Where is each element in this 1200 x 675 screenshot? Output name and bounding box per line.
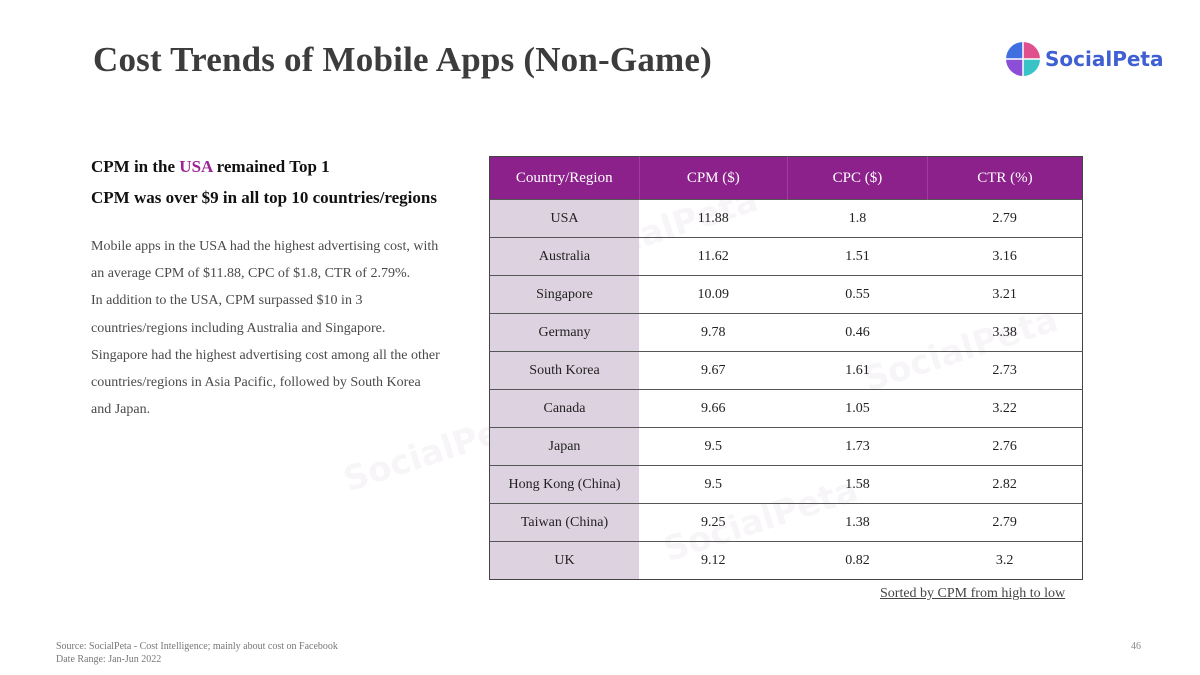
cell-country: Germany: [489, 313, 639, 352]
cell-country: Australia: [489, 237, 639, 276]
cell-cpc: 1.51: [787, 237, 928, 276]
table-row: Australia 11.62 1.51 3.16: [489, 237, 1083, 276]
date-range-line: Date Range: Jan-Jun 2022: [56, 654, 162, 665]
table-row: Japan 9.5 1.73 2.76: [489, 427, 1083, 466]
cell-ctr: 2.73: [927, 351, 1083, 390]
header-ctr: CTR (%): [926, 156, 1083, 200]
cell-cpc: 0.55: [787, 275, 928, 314]
cell-ctr: 2.76: [927, 427, 1083, 466]
cell-country: UK: [489, 541, 639, 580]
cell-country: Taiwan (China): [489, 503, 639, 542]
headline-suffix: remained Top 1: [212, 157, 330, 176]
cell-ctr: 3.22: [927, 389, 1083, 428]
socialpeta-logo-icon: [1006, 42, 1040, 76]
cell-ctr: 3.38: [927, 313, 1083, 352]
cell-country: Singapore: [489, 275, 639, 314]
cell-cpc: 1.58: [787, 465, 928, 504]
headline-prefix: CPM in the: [91, 157, 180, 176]
body-paragraphs: Mobile apps in the USA had the highest a…: [91, 233, 441, 423]
cell-cpm: 9.67: [639, 351, 788, 390]
cell-cpm: 11.88: [639, 199, 788, 238]
cell-ctr: 2.82: [927, 465, 1083, 504]
cell-cpm: 9.5: [639, 465, 788, 504]
table-row: Taiwan (China) 9.25 1.38 2.79: [489, 503, 1083, 542]
cell-cpc: 1.61: [787, 351, 928, 390]
header-cpm: CPM ($): [638, 156, 788, 200]
table-row: USA 11.88 1.8 2.79: [489, 199, 1083, 238]
cell-cpc: 1.05: [787, 389, 928, 428]
cell-ctr: 2.79: [927, 199, 1083, 238]
cell-cpm: 9.25: [639, 503, 788, 542]
cell-cpm: 9.12: [639, 541, 788, 580]
cell-ctr: 3.16: [927, 237, 1083, 276]
brand-logo: SocialPeta: [1005, 41, 1164, 77]
table-row: Canada 9.66 1.05 3.22: [489, 389, 1083, 428]
headline-cpm-over-9: CPM was over $9 in all top 10 countries/…: [91, 188, 437, 207]
table-row: UK 9.12 0.82 3.2: [489, 541, 1083, 580]
body-paragraph: In addition to the USA, CPM surpassed $1…: [91, 293, 440, 418]
cell-country: Canada: [489, 389, 639, 428]
cell-country: Japan: [489, 427, 639, 466]
slide-title: Cost Trends of Mobile Apps (Non-Game): [93, 40, 712, 79]
cost-table: Country/Region CPM ($) CPC ($) CTR (%) U…: [489, 156, 1083, 580]
body-paragraph: Mobile apps in the USA had the highest a…: [91, 239, 439, 282]
headline-accent: USA: [179, 157, 213, 176]
cell-cpc: 1.38: [787, 503, 928, 542]
cell-cpm: 9.78: [639, 313, 788, 352]
sort-note: Sorted by CPM from high to low: [880, 586, 1066, 601]
headline-usa-top: CPM in the USA remained Top 1: [91, 157, 330, 177]
cell-cpm: 9.66: [639, 389, 788, 428]
table-row: Germany 9.78 0.46 3.38: [489, 313, 1083, 352]
logo-text: SocialPeta: [1045, 47, 1164, 71]
table-header-row: Country/Region CPM ($) CPC ($) CTR (%): [489, 156, 1083, 200]
source-line: Source: SocialPeta - Cost Intelligence; …: [56, 641, 338, 652]
table-row: Singapore 10.09 0.55 3.21: [489, 275, 1083, 314]
header-cpc: CPC ($): [787, 156, 928, 200]
cell-ctr: 3.21: [927, 275, 1083, 314]
cell-country: Hong Kong (China): [489, 465, 639, 504]
table-row: South Korea 9.67 1.61 2.73: [489, 351, 1083, 390]
cell-cpm: 10.09: [639, 275, 788, 314]
cell-cpc: 0.46: [787, 313, 928, 352]
cell-ctr: 3.2: [927, 541, 1083, 580]
table-row: Hong Kong (China) 9.5 1.58 2.82: [489, 465, 1083, 504]
cell-ctr: 2.79: [927, 503, 1083, 542]
cell-cpc: 1.8: [787, 199, 928, 238]
cell-cpm: 9.5: [639, 427, 788, 466]
cell-cpm: 11.62: [639, 237, 788, 276]
source-note: Source: SocialPeta - Cost Intelligence; …: [56, 640, 338, 666]
cell-country: USA: [489, 199, 639, 238]
header-country: Country/Region: [489, 156, 639, 200]
cell-cpc: 0.82: [787, 541, 928, 580]
cell-country: South Korea: [489, 351, 639, 390]
cell-cpc: 1.73: [787, 427, 928, 466]
page-number: 46: [1131, 641, 1141, 652]
